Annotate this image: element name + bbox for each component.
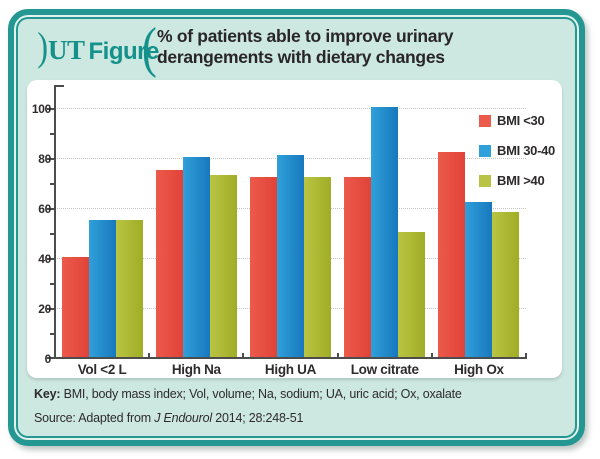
title-bracket: ( <box>141 17 157 79</box>
source-note: Source: Adapted from J Endourol 2014; 28… <box>34 411 303 425</box>
bar-bmi-30-40-3 <box>371 107 399 357</box>
bar-bmi-30-40-0 <box>88 219 116 357</box>
x-axis-label-0: Vol <2 L <box>77 362 127 377</box>
bar-bmi-30-3 <box>344 177 372 357</box>
figure-card: ) UT Figure ( % of patients able to impro… <box>8 9 585 446</box>
bar-bmi-30-40-1 <box>182 157 210 357</box>
bar-bmi-30-40-2 <box>277 154 304 357</box>
legend-swatch-2 <box>479 174 491 187</box>
x-axis-label-2: High UA <box>264 362 317 377</box>
brand-figure-text: Figure <box>88 38 160 65</box>
bar-bmi-40-0 <box>115 219 143 357</box>
legend-label-2: BMI >40 <box>497 173 545 188</box>
y-axis-label-40: 40 <box>38 252 51 266</box>
legend-item-2: BMI >40 <box>479 173 555 188</box>
figure-title-line2: derangements with dietary changes <box>157 47 445 67</box>
chart-panel: 0 20 40 60 80 100 Vol <2 L High Na High UA Low ci… <box>27 80 562 378</box>
bar-bmi-40-4 <box>492 212 520 357</box>
legend-item-1: BMI 30-40 <box>479 143 555 158</box>
brand-ut-text: UT <box>48 35 85 65</box>
chart-legend: BMI <30 BMI 30-40 BMI >40 <box>479 113 555 188</box>
bar-group-0 <box>55 107 149 357</box>
x-axis-label-1: High Na <box>171 362 221 377</box>
y-axis-major-tick-20 <box>47 308 54 310</box>
legend-label-0: BMI <30 <box>497 113 545 128</box>
y-axis-label-80: 80 <box>38 152 51 166</box>
y-axis-minor-tick-70 <box>50 183 54 185</box>
x-axis-tick-4 <box>430 353 433 359</box>
figure-title: % of patients able to improve urinary de… <box>157 26 453 68</box>
x-axis-label-4: High Ox <box>454 362 504 377</box>
bar-bmi-40-1 <box>209 174 237 357</box>
x-axis-tick-2 <box>242 353 245 359</box>
brand-bracket-left: ) <box>37 24 48 69</box>
legend-swatch-1 <box>479 144 491 157</box>
y-axis-minor-tick-10 <box>50 333 54 335</box>
y-axis-major-tick-40 <box>47 258 54 260</box>
bar-bmi-30-2 <box>250 177 277 357</box>
bar-group-2 <box>243 107 337 357</box>
key-label: Key: <box>34 387 61 401</box>
x-axis-label-3: Low citrate <box>350 362 419 377</box>
x-axis-tick-1 <box>148 353 151 359</box>
y-axis-line <box>54 85 56 359</box>
y-axis-major-tick-100 <box>47 108 54 110</box>
legend-item-0: BMI <30 <box>479 113 555 128</box>
bar-groups <box>55 107 526 357</box>
y-axis-label-60: 60 <box>38 202 51 216</box>
source-prefix: Source: Adapted from <box>34 411 155 425</box>
y-axis-minor-tick-30 <box>50 283 54 285</box>
y-axis-major-tick-0 <box>47 357 54 359</box>
bar-bmi-30-0 <box>61 257 89 357</box>
x-axis-labels: Vol <2 L High Na High UA Low citrate High Ox <box>55 362 526 379</box>
key-text: BMI, body mass index; Vol, volume; Na, s… <box>60 387 462 401</box>
y-axis-label-100: 100 <box>31 102 51 116</box>
y-axis-label-0: 0 <box>44 352 52 366</box>
x-axis-tick-5 <box>525 353 527 359</box>
bar-bmi-40-3 <box>398 232 426 357</box>
y-axis-major-tick-80 <box>47 158 54 160</box>
bar-bmi-30-40-4 <box>465 202 493 357</box>
bar-bmi-30-1 <box>155 169 183 357</box>
bar-bmi-30-4 <box>438 152 466 357</box>
brand-logo: UT Figure <box>48 35 159 66</box>
bar-bmi-40-2 <box>304 177 331 357</box>
y-axis-minor-tick-50 <box>50 233 54 235</box>
y-axis-top-cap <box>54 85 64 87</box>
x-axis-line <box>54 357 526 359</box>
legend-swatch-0 <box>479 114 491 127</box>
y-axis-label-20: 20 <box>38 302 51 316</box>
x-axis-tick-3 <box>336 353 339 359</box>
source-suffix: 2014; 28:248-51 <box>211 411 304 425</box>
bar-group-1 <box>149 107 243 357</box>
legend-label-1: BMI 30-40 <box>497 143 555 158</box>
bar-group-3 <box>338 107 432 357</box>
source-journal: J Endourol <box>154 411 212 425</box>
y-axis-minor-tick-90 <box>50 133 54 135</box>
bar-group-4 <box>432 107 526 357</box>
figure-title-line1: % of patients able to improve urinary <box>157 26 454 46</box>
y-axis-major-tick-60 <box>47 208 54 210</box>
key-note: Key: BMI, body mass index; Vol, volume; … <box>34 387 462 401</box>
gridline-y100 <box>55 108 526 109</box>
